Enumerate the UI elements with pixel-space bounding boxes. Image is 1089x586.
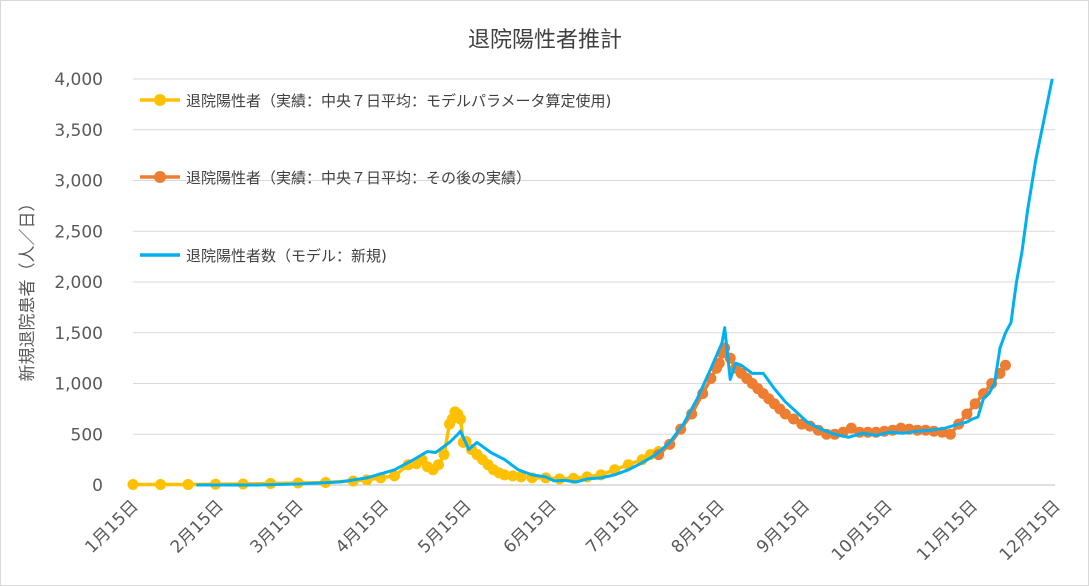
x-tick-label: 4月15日 — [332, 496, 393, 557]
series-line — [196, 78, 1054, 487]
data-point — [944, 428, 956, 440]
data-point — [999, 359, 1011, 371]
x-tick-label: 11月15日 — [913, 496, 982, 565]
data-point — [713, 357, 725, 369]
legend-swatch-marker — [154, 94, 166, 106]
data-point — [895, 422, 907, 434]
data-point — [388, 470, 400, 482]
y-tick-label: 500 — [71, 425, 103, 445]
data-point — [182, 478, 194, 490]
data-point — [779, 408, 791, 420]
y-tick-label: 1,500 — [54, 324, 103, 344]
data-point — [155, 478, 167, 490]
data-point — [507, 470, 519, 482]
legend-label: 退院陽性者（実績：中央７日平均：モデルパラメータ算定使用) — [186, 92, 611, 110]
y-tick-label: 2,000 — [54, 273, 103, 293]
x-tick-label: 3月15日 — [247, 496, 308, 557]
data-point — [961, 408, 973, 420]
legend-label: 退院陽性者（実績：中央７日平均：その後の実績） — [186, 169, 531, 187]
data-point — [969, 398, 981, 410]
x-tick-label: 6月15日 — [500, 496, 561, 557]
x-tick-label: 2月15日 — [167, 496, 228, 557]
y-tick-label: 3,000 — [54, 172, 103, 192]
y-tick-label: 4,000 — [54, 70, 103, 90]
data-point — [845, 422, 857, 434]
x-tick-label: 8月15日 — [668, 496, 729, 557]
y-axis-label: 新規退院患者（人／日） — [18, 195, 38, 382]
data-point — [432, 459, 444, 471]
series-1 — [653, 342, 1011, 461]
x-tick-label: 7月15日 — [582, 496, 643, 557]
x-tick-label: 5月15日 — [414, 496, 475, 557]
data-point — [788, 413, 800, 425]
y-tick-label: 3,500 — [54, 121, 103, 141]
x-tick-label: 1月15日 — [81, 496, 142, 557]
series-2 — [196, 78, 1054, 487]
data-point — [438, 449, 450, 461]
data-point — [127, 478, 139, 490]
legend-label: 退院陽性者数（モデル：新規) — [186, 247, 387, 265]
legend: 退院陽性者（実績：中央７日平均：モデルパラメータ算定使用) 退院陽性者（実績：中央… — [140, 92, 611, 265]
x-axis-ticks: 1月15日 2月15日 3月15日 4月15日 5月15日 6月15日 7月15日 8月15日… — [81, 496, 1064, 565]
x-tick-label: 10月15日 — [828, 496, 897, 565]
gridlines — [133, 78, 1055, 486]
y-tick-label: 2,500 — [54, 222, 103, 242]
y-tick-label: 1,000 — [54, 375, 103, 395]
series-0 — [127, 406, 665, 490]
chart-title: 退院陽性者推計 — [468, 28, 622, 53]
series-layer — [127, 78, 1054, 490]
data-point — [515, 471, 527, 483]
data-point — [455, 413, 467, 425]
y-tick-label: 0 — [92, 476, 103, 496]
data-point — [554, 473, 566, 485]
data-point — [653, 449, 665, 461]
x-tick-label: 9月15日 — [753, 496, 814, 557]
x-tick-label: 12月15日 — [996, 496, 1065, 565]
legend-swatch-marker — [154, 171, 166, 183]
data-point — [499, 469, 511, 481]
y-axis-ticks: 0 500 1,000 1,500 2,000 2,500 3,000 3,500 4,000 — [54, 70, 103, 496]
